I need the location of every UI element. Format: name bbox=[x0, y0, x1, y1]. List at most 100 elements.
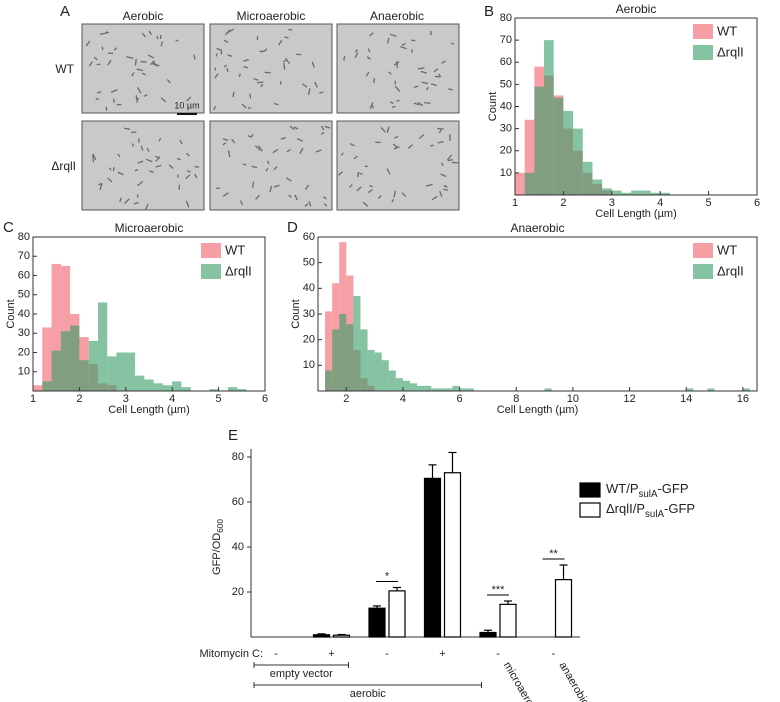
bar bbox=[312, 634, 331, 638]
cell bbox=[380, 126, 386, 133]
cell bbox=[141, 72, 146, 76]
cell bbox=[320, 125, 325, 131]
histogram-bar bbox=[553, 97, 564, 195]
histogram-bar bbox=[582, 161, 593, 195]
x-axis-label: Cell Length (µm) bbox=[497, 404, 579, 416]
histogram-bar bbox=[42, 327, 52, 391]
significance-label: *** bbox=[492, 584, 506, 596]
cell bbox=[443, 184, 448, 188]
label-part: -GFP bbox=[664, 501, 695, 516]
y-axis-label: GFP/OD600 bbox=[211, 519, 225, 575]
y-tick-label: 30 bbox=[18, 327, 30, 339]
cell bbox=[96, 63, 101, 66]
histogram-bar bbox=[107, 356, 117, 391]
cell bbox=[377, 195, 382, 199]
cell bbox=[366, 56, 371, 60]
y-tick-label: 10 bbox=[303, 359, 315, 371]
cell bbox=[137, 160, 144, 164]
cell bbox=[222, 142, 227, 146]
cell bbox=[389, 101, 394, 105]
cell bbox=[394, 85, 401, 92]
y-tick-label: 20 bbox=[18, 346, 30, 358]
cell bbox=[194, 165, 200, 168]
cell bbox=[144, 203, 149, 211]
histogram-bar bbox=[410, 383, 418, 391]
y-tick-label: 80 bbox=[18, 231, 30, 243]
histogram-bar bbox=[524, 172, 535, 195]
cell bbox=[232, 91, 235, 98]
y-tick-label: 70 bbox=[18, 250, 30, 262]
y-tick-label: 70 bbox=[500, 34, 512, 46]
cell bbox=[214, 73, 219, 79]
group-label: aerobic bbox=[350, 688, 387, 700]
bar bbox=[479, 631, 497, 638]
row-label: ΔrqlI bbox=[51, 159, 76, 173]
cell bbox=[425, 86, 430, 91]
histogram-bar bbox=[573, 128, 583, 195]
cell bbox=[386, 126, 390, 134]
cell bbox=[448, 88, 453, 91]
cell bbox=[227, 54, 233, 58]
cell bbox=[140, 145, 144, 151]
cell bbox=[392, 143, 398, 148]
y-tick-label: 80 bbox=[500, 12, 512, 24]
label-part: sulA bbox=[645, 509, 664, 520]
cell bbox=[141, 32, 146, 38]
cell bbox=[357, 171, 360, 178]
cell bbox=[299, 147, 304, 155]
x-tick-label: 12 bbox=[623, 393, 635, 405]
cell bbox=[269, 185, 273, 192]
x-tick-label: 16 bbox=[737, 393, 749, 405]
cell bbox=[418, 134, 425, 140]
cell bbox=[185, 200, 190, 208]
cell bbox=[99, 183, 103, 190]
cell bbox=[354, 52, 359, 59]
label-part: GFP/OD bbox=[211, 533, 223, 575]
histogram-bar bbox=[374, 352, 382, 391]
histogram-bar bbox=[209, 389, 219, 391]
cell bbox=[155, 155, 159, 158]
cell bbox=[96, 91, 102, 94]
histogram-bar bbox=[621, 192, 632, 195]
cell bbox=[396, 61, 399, 69]
cell bbox=[413, 85, 419, 88]
cell bbox=[437, 140, 444, 144]
cell bbox=[425, 183, 433, 187]
cell bbox=[243, 65, 249, 69]
cell bbox=[441, 162, 444, 167]
histogram-bar bbox=[544, 388, 552, 391]
cell bbox=[152, 63, 160, 67]
cell bbox=[92, 155, 95, 163]
cell bbox=[223, 64, 228, 68]
cell bbox=[354, 49, 358, 53]
cell bbox=[133, 201, 139, 205]
histogram-bar bbox=[686, 388, 694, 391]
label-part: sulA bbox=[639, 489, 658, 500]
label-part: -GFP bbox=[657, 481, 688, 496]
panel-label: A bbox=[60, 3, 70, 20]
cell bbox=[160, 41, 163, 47]
histogram-bar bbox=[60, 265, 71, 391]
cell bbox=[284, 36, 289, 39]
x-tick-label: 3 bbox=[123, 393, 129, 405]
cell bbox=[443, 188, 449, 191]
x-tick-label: - bbox=[274, 648, 278, 660]
cell bbox=[131, 72, 135, 77]
cell bbox=[226, 68, 229, 73]
histogram-bar bbox=[116, 352, 126, 391]
cell bbox=[135, 95, 138, 101]
panel-label: D bbox=[287, 219, 298, 236]
legend-label: WT bbox=[717, 242, 737, 257]
x-tick-label: 4 bbox=[169, 393, 175, 405]
cell bbox=[213, 106, 217, 111]
cell bbox=[254, 145, 259, 149]
cell bbox=[146, 147, 150, 152]
bar bbox=[368, 607, 386, 638]
histogram-bar bbox=[707, 388, 715, 391]
legend-swatch bbox=[201, 243, 221, 258]
histogram-bar bbox=[431, 388, 439, 391]
micrograph bbox=[336, 120, 460, 211]
x-tick-label: 6 bbox=[262, 393, 268, 405]
histogram-bar bbox=[88, 340, 98, 391]
cell bbox=[438, 129, 442, 134]
